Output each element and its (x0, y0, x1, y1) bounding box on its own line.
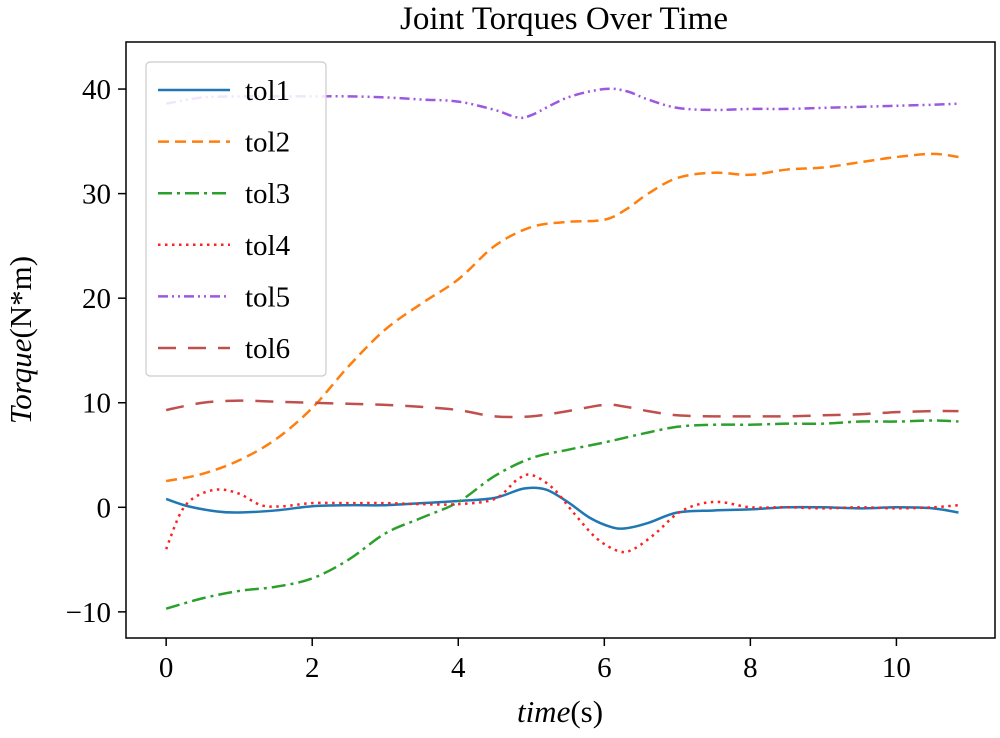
chart-title: Joint Torques Over Time (400, 1, 728, 37)
legend-label-tol6: tol6 (245, 333, 290, 365)
plot-frame (125, 41, 996, 639)
x-tick-label: 0 (159, 652, 174, 684)
y-axis-label-name: Torque (3, 338, 38, 424)
y-axis-label: Torque(N*m) (3, 256, 38, 424)
y-tick-label: 20 (82, 283, 111, 315)
x-axis: 0 2 4 6 8 10 (159, 638, 911, 684)
legend-label-tol5: tol5 (245, 281, 290, 313)
legend-label-tol4: tol4 (245, 230, 291, 262)
x-tick-label: 4 (451, 652, 466, 684)
legend: tol1 tol2 tol3 tol4 tol5 tol6 (145, 61, 327, 377)
x-tick-label: 10 (882, 652, 911, 684)
series-line-tol4 (164, 473, 959, 554)
series-line-tol2 (165, 152, 959, 483)
x-tick-label: 6 (597, 652, 612, 684)
y-tick-label: 0 (97, 492, 112, 524)
y-axis: −10 0 10 20 30 40 (66, 74, 126, 629)
series-line-tol6 (165, 399, 959, 419)
y-tick-label: 10 (82, 388, 111, 420)
series-lines (164, 87, 959, 610)
legend-label-tol2: tol2 (245, 127, 290, 159)
x-axis-label-unit: (s) (570, 694, 603, 729)
x-axis-label-name: time (517, 694, 571, 729)
series-line-tol1 (165, 486, 959, 530)
y-tick-label: 40 (82, 74, 111, 106)
y-tick-label: 30 (82, 179, 111, 211)
y-axis-label-unit: (N*m) (3, 256, 38, 339)
series-line-tol3 (165, 419, 959, 610)
x-tick-label: 8 (743, 652, 758, 684)
legend-label-tol3: tol3 (245, 178, 290, 210)
legend-label-tol1: tol1 (245, 75, 290, 107)
x-axis-label: time(s) (517, 694, 603, 729)
legend-box (145, 61, 327, 377)
x-tick-label: 2 (305, 652, 320, 684)
y-tick-label: −10 (66, 597, 111, 629)
